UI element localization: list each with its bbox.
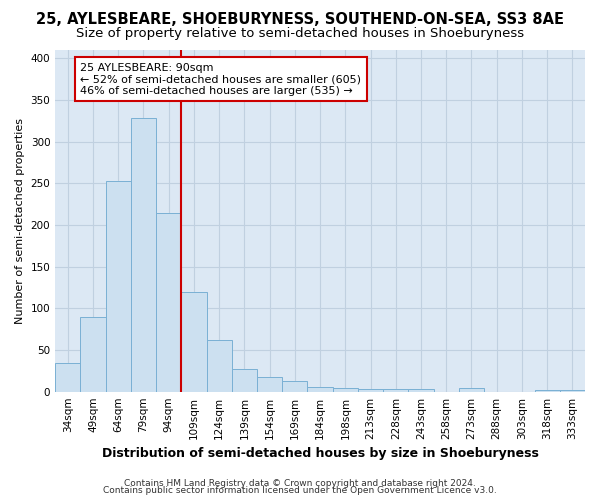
- Bar: [106, 181, 131, 392]
- Bar: [232, 369, 257, 392]
- Text: 25 AYLESBEARE: 90sqm
← 52% of semi-detached houses are smaller (605)
46% of semi: 25 AYLESBEARE: 90sqm ← 52% of semi-detac…: [80, 62, 361, 96]
- Bar: [181, 292, 206, 392]
- Text: Contains HM Land Registry data © Crown copyright and database right 2024.: Contains HM Land Registry data © Crown c…: [124, 478, 476, 488]
- Bar: [560, 390, 585, 392]
- Text: Size of property relative to semi-detached houses in Shoeburyness: Size of property relative to semi-detach…: [76, 28, 524, 40]
- Bar: [257, 376, 282, 392]
- Text: 25, AYLESBEARE, SHOEBURYNESS, SOUTHEND-ON-SEA, SS3 8AE: 25, AYLESBEARE, SHOEBURYNESS, SOUTHEND-O…: [36, 12, 564, 28]
- Bar: [282, 381, 307, 392]
- Y-axis label: Number of semi-detached properties: Number of semi-detached properties: [15, 118, 25, 324]
- Bar: [535, 390, 560, 392]
- X-axis label: Distribution of semi-detached houses by size in Shoeburyness: Distribution of semi-detached houses by …: [101, 447, 539, 460]
- Bar: [459, 388, 484, 392]
- Bar: [156, 212, 181, 392]
- Bar: [383, 389, 409, 392]
- Bar: [131, 118, 156, 392]
- Bar: [307, 386, 332, 392]
- Bar: [80, 316, 106, 392]
- Bar: [409, 389, 434, 392]
- Bar: [55, 362, 80, 392]
- Bar: [332, 388, 358, 392]
- Bar: [358, 389, 383, 392]
- Bar: [206, 340, 232, 392]
- Text: Contains public sector information licensed under the Open Government Licence v3: Contains public sector information licen…: [103, 486, 497, 495]
